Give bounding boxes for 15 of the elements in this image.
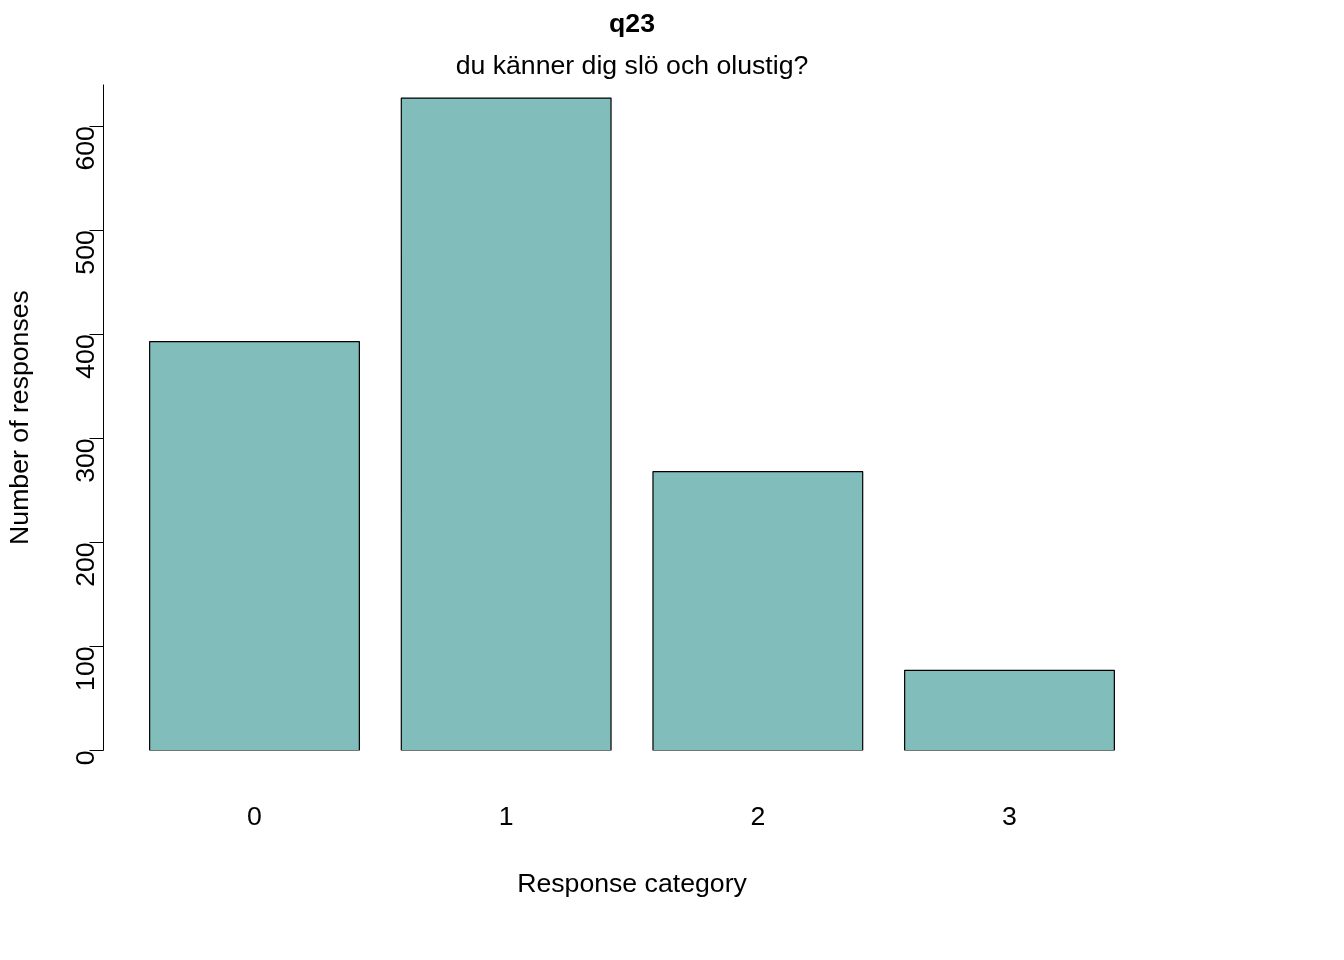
y-tick-label: 200 — [69, 542, 100, 587]
chart-title: q23 — [609, 7, 655, 38]
chart-subtitle: du känner dig slö och olustig? — [455, 49, 809, 80]
y-tick-label: 100 — [69, 646, 100, 691]
x-axis-title: Response category — [517, 867, 748, 898]
y-tick-label: 500 — [69, 230, 100, 275]
y-tick-label: 0 — [69, 750, 100, 766]
x-tick-label: 0 — [247, 800, 262, 831]
x-tick-label: 1 — [498, 800, 514, 831]
y-tick-label: 600 — [69, 126, 100, 171]
x-tick-label: 3 — [1002, 800, 1017, 831]
x-tick-label: 2 — [750, 800, 766, 831]
y-axis-title: Number of responses — [3, 290, 34, 545]
y-tick-label: 300 — [69, 438, 100, 483]
y-tick-label: 400 — [69, 334, 100, 379]
